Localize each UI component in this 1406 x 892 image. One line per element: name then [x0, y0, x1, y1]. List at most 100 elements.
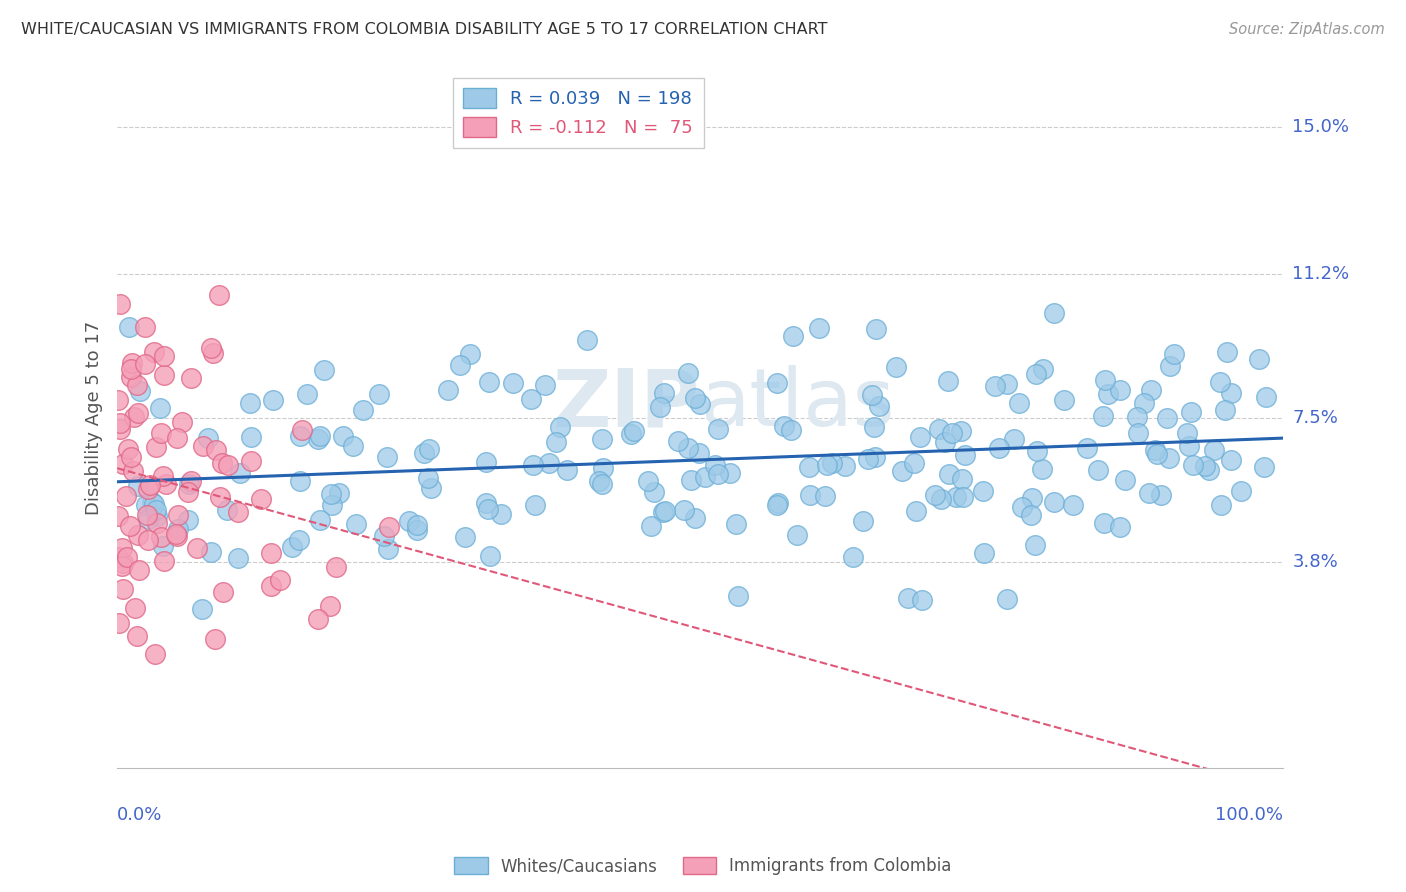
Point: [180, 371, 202, 385]
Point: [522, 458, 544, 473]
Point: [108, 297, 131, 311]
Point: [1180, 405, 1202, 419]
Point: [437, 383, 460, 397]
Point: [479, 549, 502, 564]
Point: [1216, 345, 1239, 359]
Point: [1156, 411, 1178, 425]
Point: [108, 416, 131, 430]
Point: [707, 422, 730, 436]
Point: [807, 321, 830, 335]
Point: [262, 393, 284, 408]
Legend: Whites/Caucasians, Immigrants from Colombia: Whites/Caucasians, Immigrants from Colom…: [446, 849, 960, 884]
Point: [1114, 473, 1136, 487]
Point: [995, 591, 1018, 606]
Point: [1159, 359, 1181, 373]
Point: [884, 359, 907, 374]
Point: [1109, 520, 1132, 534]
Point: [352, 402, 374, 417]
Point: [127, 528, 149, 542]
Point: [842, 550, 865, 565]
Point: [502, 376, 524, 391]
Point: [548, 420, 571, 434]
Point: [1024, 538, 1046, 552]
Point: [413, 446, 436, 460]
Point: [420, 481, 443, 495]
Text: 100.0%: 100.0%: [1215, 806, 1284, 824]
Point: [862, 388, 884, 402]
Point: [592, 460, 614, 475]
Point: [200, 341, 222, 355]
Point: [1002, 432, 1025, 446]
Point: [1019, 508, 1042, 523]
Point: [211, 456, 233, 470]
Point: [1208, 376, 1230, 390]
Point: [117, 549, 139, 564]
Point: [1126, 426, 1149, 441]
Point: [309, 429, 332, 443]
Text: 11.2%: 11.2%: [1292, 266, 1350, 284]
Point: [180, 474, 202, 488]
Point: [941, 425, 963, 440]
Point: [1137, 486, 1160, 500]
Point: [378, 519, 401, 533]
Point: [368, 387, 391, 401]
Point: [112, 582, 135, 597]
Point: [1159, 450, 1181, 465]
Point: [984, 378, 1007, 392]
Point: [1146, 447, 1168, 461]
Point: [1140, 383, 1163, 397]
Point: [897, 591, 920, 605]
Point: [780, 423, 803, 437]
Point: [1109, 383, 1132, 397]
Point: [1175, 425, 1198, 440]
Point: [145, 441, 167, 455]
Point: [718, 466, 741, 480]
Legend: R = 0.039   N = 198, R = -0.112   N =  75: R = 0.039 N = 198, R = -0.112 N = 75: [453, 78, 704, 148]
Point: [145, 503, 167, 517]
Point: [260, 579, 283, 593]
Point: [239, 453, 262, 467]
Point: [537, 456, 560, 470]
Point: [1254, 390, 1277, 404]
Point: [177, 484, 200, 499]
Point: [139, 478, 162, 492]
Point: [107, 508, 129, 523]
Point: [1025, 444, 1047, 458]
Point: [799, 460, 821, 475]
Point: [620, 427, 643, 442]
Point: [115, 489, 138, 503]
Point: [1091, 409, 1114, 423]
Point: [152, 539, 174, 553]
Point: [676, 366, 699, 380]
Point: [478, 375, 501, 389]
Point: [134, 320, 156, 334]
Point: [910, 430, 932, 444]
Point: [683, 391, 706, 405]
Point: [688, 446, 710, 460]
Point: [143, 647, 166, 661]
Point: [107, 392, 129, 407]
Point: [643, 484, 665, 499]
Point: [1087, 463, 1109, 477]
Point: [332, 429, 354, 443]
Point: [666, 434, 689, 448]
Point: [1133, 396, 1156, 410]
Point: [166, 529, 188, 543]
Point: [1194, 458, 1216, 473]
Point: [1097, 386, 1119, 401]
Point: [172, 415, 194, 429]
Point: [454, 530, 477, 544]
Point: [953, 448, 976, 462]
Y-axis label: Disability Age 5 to 17: Disability Age 5 to 17: [86, 321, 103, 516]
Point: [768, 496, 790, 510]
Point: [704, 458, 727, 473]
Point: [1043, 495, 1066, 509]
Point: [309, 513, 332, 527]
Point: [291, 423, 314, 437]
Point: [868, 400, 890, 414]
Point: [952, 472, 974, 486]
Point: [325, 560, 347, 574]
Point: [1213, 402, 1236, 417]
Point: [328, 485, 350, 500]
Point: [136, 482, 159, 496]
